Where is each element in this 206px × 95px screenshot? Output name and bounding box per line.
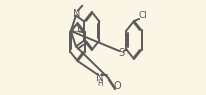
Text: O: O xyxy=(113,81,121,91)
Text: S: S xyxy=(118,48,124,58)
Text: N: N xyxy=(96,73,103,83)
Text: N: N xyxy=(73,9,80,19)
Text: Cl: Cl xyxy=(138,11,146,21)
Text: H: H xyxy=(97,78,102,87)
Text: Cl: Cl xyxy=(71,25,80,34)
